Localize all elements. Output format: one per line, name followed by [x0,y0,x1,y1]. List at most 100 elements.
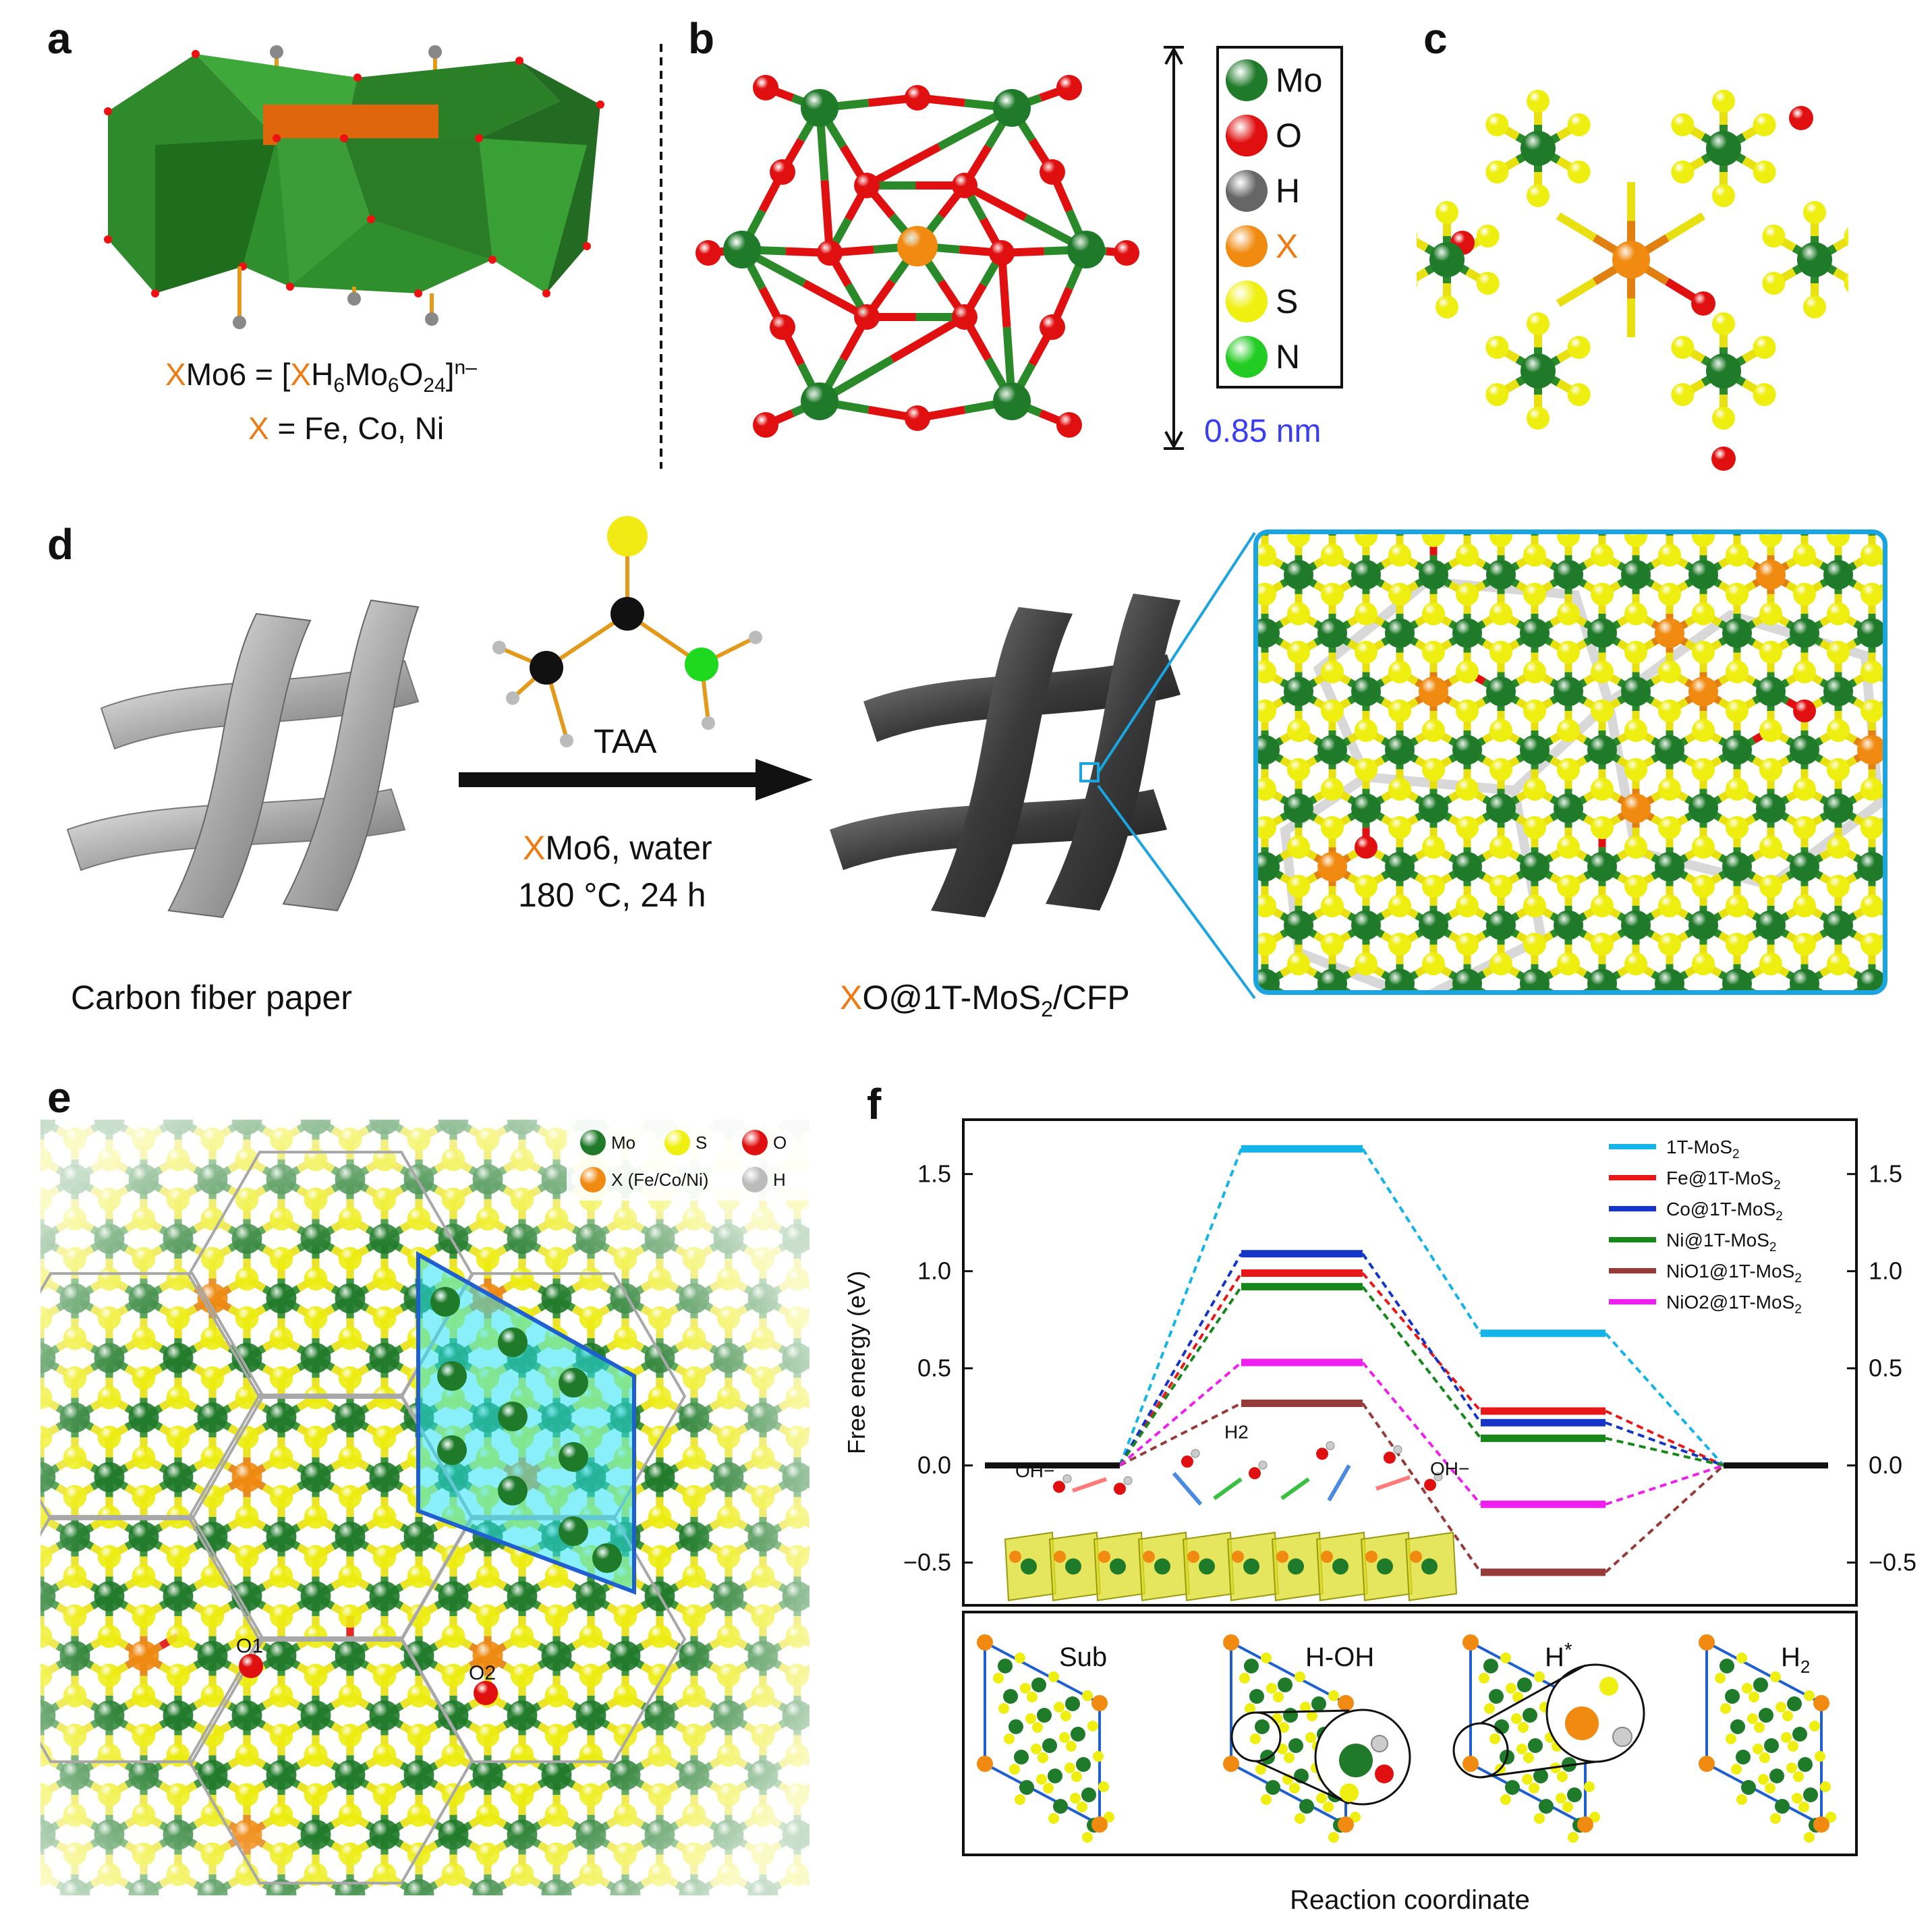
mo-atom [1317,618,1347,648]
sulfur-atom [1512,1692,1523,1702]
mo-atom [1798,1757,1813,1772]
mo-atom [1803,1787,1818,1802]
y-tick-label-left: 1.5 [917,1160,951,1188]
sulfur-atom [1523,894,1546,917]
x-atom-zoom [1565,1706,1599,1740]
mo-atom [1351,677,1381,707]
sulfur-atom [1054,1702,1064,1713]
supercell-outline [40,1515,265,1763]
sulfur-atom [993,1673,1004,1684]
sulfur-atom [1792,1793,1802,1804]
legend-entry: S [664,1130,707,1155]
oxygen-atom [753,412,778,438]
mo-atom [1429,242,1465,277]
mo-atom [1065,1696,1080,1711]
condition-line-2: 180 °C, 24 h [518,876,706,914]
sulfur-atom [1255,1764,1266,1775]
arrow [1213,1477,1243,1501]
sulfur-atom [1261,1794,1272,1805]
oxygen-atom [1384,1452,1396,1464]
sulfur-atom [1266,1683,1277,1694]
sulfur-atom [1671,336,1695,359]
sulfur-atom [1307,1711,1317,1721]
x-dopant-atom [1655,618,1684,648]
sulfur-atom [1589,1812,1600,1822]
legend-series-name: NiO2@1T-MoS2 [1666,1292,1802,1317]
mo-atom [1031,1677,1046,1692]
xmo6-formula: XMo6 = [XH6Mo6O24]n– [165,356,477,397]
sulfur-atom [1568,1832,1579,1843]
sulfur-atom [1077,1802,1087,1812]
sulfur-atom [1753,161,1776,183]
sulfur-atom [1557,719,1580,742]
mo-atom [1452,735,1482,765]
mo-atom [1421,1558,1438,1575]
legend-name: O [773,1132,787,1153]
oxygen-atom [817,240,843,266]
reaction-arrow [459,759,813,801]
sulfur-atom [1658,544,1681,567]
mo-atom [1021,1558,1037,1575]
reagent-label: TAA [594,722,657,760]
mo-atom [1756,910,1786,940]
legend-swatch [580,1130,606,1155]
sulfur-atom [1258,933,1276,956]
x-dopant-atom [1857,735,1883,765]
sulfur-atom [1422,875,1445,898]
sulfur-atom [1692,641,1715,664]
legend-series-name: 1T-MoS2 [1666,1137,1740,1161]
sulfur-atom [1523,583,1546,606]
sulfur-atom [1087,1721,1098,1731]
oxygen-atom [1793,699,1816,722]
sulfur-atom [1485,383,1509,406]
mo-atom [1266,1780,1280,1795]
sulfur-atom [1523,933,1546,956]
sulfur-atom [1500,1653,1511,1663]
sulfur-atom [1827,719,1850,742]
sulfur-atom [1793,544,1816,567]
sulfur-atom [1770,1813,1781,1824]
hydrogen-atom-zoom [1371,1735,1388,1752]
legend-swatch [742,1167,768,1193]
lattice-top-view-e: O1 O2 [40,1120,809,1895]
x-atom [977,1634,993,1651]
sulfur-atom [1557,758,1580,781]
mo-atom [1505,1780,1520,1795]
sulfur-atom [1827,534,1850,547]
condition-line-1: XMo6, water [523,829,712,867]
sulfur-atom [1793,660,1816,683]
mo-atom [1249,1689,1264,1704]
hydrogen-atom-zoom [1612,1727,1632,1747]
sulfur-atom [1753,113,1776,136]
sulfur-atom [1258,699,1276,722]
sulfur-atom [1523,1752,1534,1763]
sulfur-atom [1726,583,1749,606]
panel-label-e: e [47,1073,72,1122]
size-scale-arrow [1164,46,1184,450]
legend-symbol: Mo [1276,61,1323,99]
mo-atom [1533,1769,1548,1783]
mo-atom [1520,618,1550,648]
taa-molecule [492,516,762,747]
x-atom [1098,1551,1110,1563]
sulfur-atom [1624,836,1647,859]
sulfur-atom [1422,719,1445,742]
mo-atom [1260,1750,1275,1764]
sulfur-atom [1258,778,1276,801]
sulfur-atom [1591,894,1614,917]
mo-atom [430,1287,460,1317]
oxygen-atom-zoom [1375,1764,1394,1783]
mo-atom [1823,677,1853,707]
mo-atom [1351,560,1381,590]
mo-atom [1764,1738,1779,1753]
sulfur-atom [1762,225,1786,248]
dashed-divider [660,44,662,469]
sulfur-atom [1567,113,1591,136]
x-atom [1223,1634,1239,1651]
sulfur-atom [1287,758,1310,781]
legend-swatch [1226,115,1268,156]
x-center-atom [897,226,938,266]
sulfur-atom [1287,875,1310,898]
sulfur-atom [1671,161,1695,183]
mo-atom [559,1442,588,1472]
